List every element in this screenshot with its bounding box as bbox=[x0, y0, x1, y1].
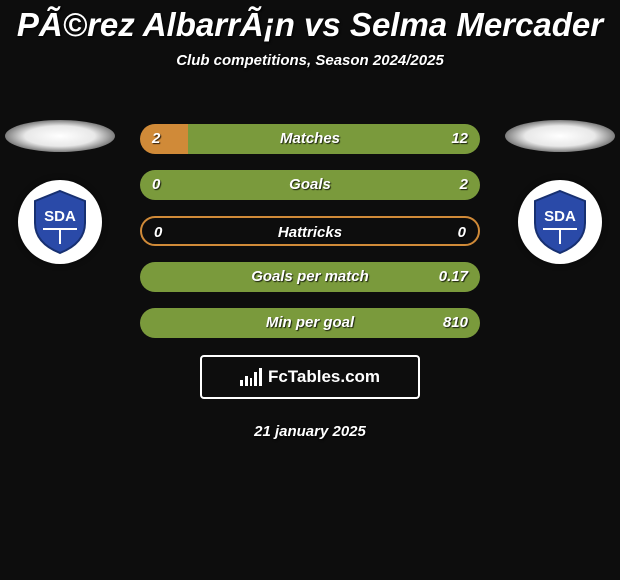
stat-row: 0.17Goals per match bbox=[140, 262, 480, 292]
svg-text:SDA: SDA bbox=[44, 208, 76, 225]
stat-row: 00Hattricks bbox=[140, 216, 480, 246]
stat-label: Hattricks bbox=[142, 218, 478, 248]
club-badge-right: SDA bbox=[518, 180, 602, 264]
club-badge-left: SDA bbox=[18, 180, 102, 264]
fctables-watermark[interactable]: FcTables.com bbox=[200, 355, 420, 399]
season-subtitle: Club competitions, Season 2024/2025 bbox=[0, 52, 620, 69]
stat-label: Min per goal bbox=[140, 308, 480, 338]
stat-label: Matches bbox=[140, 124, 480, 154]
svg-text:SDA: SDA bbox=[544, 208, 576, 225]
stat-label: Goals bbox=[140, 170, 480, 200]
fctables-label: FcTables.com bbox=[268, 367, 380, 387]
stat-row: 212Matches bbox=[140, 124, 480, 154]
page-title: PÃ©rez AlbarrÃ¡n vs Selma Mercader bbox=[0, 0, 620, 44]
shield-icon: SDA bbox=[530, 189, 590, 255]
stat-row: 02Goals bbox=[140, 170, 480, 200]
spotlight-icon bbox=[5, 120, 115, 152]
bars-icon bbox=[240, 368, 262, 386]
stat-row: 810Min per goal bbox=[140, 308, 480, 338]
player-right-column: SDA bbox=[500, 120, 620, 264]
stat-label: Goals per match bbox=[140, 262, 480, 292]
comparison-date: 21 january 2025 bbox=[0, 423, 620, 440]
stats-table: 212Matches 02Goals 00Hattricks 0.17Goals pe… bbox=[140, 124, 480, 354]
spotlight-icon bbox=[505, 120, 615, 152]
player-left-column: SDA bbox=[0, 120, 120, 264]
shield-icon: SDA bbox=[30, 189, 90, 255]
